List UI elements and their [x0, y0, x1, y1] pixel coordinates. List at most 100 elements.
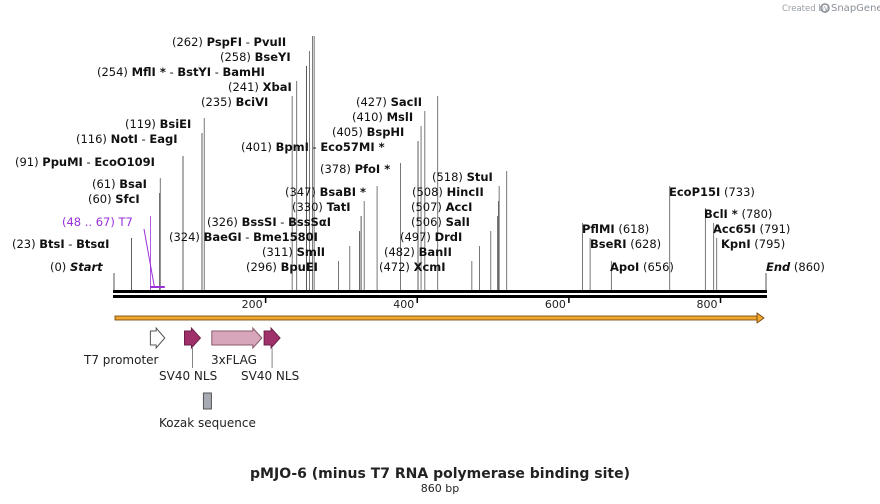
- label-bsssi-part: BssSαI: [288, 215, 331, 229]
- label-mfli: (254) MflI * - BstYI - BamHI: [97, 65, 265, 79]
- label-ppumi-part: (91): [15, 155, 42, 169]
- label-noti-part: -: [138, 132, 149, 146]
- label-bcivi: (235) BciVI: [201, 95, 268, 109]
- label-banii-part: BanII: [419, 245, 452, 259]
- label-pflmi-part: (618): [615, 222, 650, 236]
- label-tati-part: (330): [292, 200, 327, 214]
- label-acci-part: AccI: [446, 200, 473, 214]
- label-banii: (482) BanII: [384, 245, 452, 259]
- label-bseyi: (258) BseYI: [220, 50, 291, 64]
- label-xcmi-part: XcmI: [414, 260, 446, 274]
- label-bpuei-part: (296): [246, 260, 281, 274]
- label-bcivi-part: BciVI: [236, 95, 269, 109]
- label-pfoi-part: PfoI *: [355, 162, 391, 176]
- label-mfli-part: -: [166, 65, 177, 79]
- feature-3xflag-label: 3xFLAG: [211, 353, 257, 367]
- label-start-part: Start: [70, 260, 103, 274]
- enzyme-labels: (262) PspFI - PvuII(258) BseYI(254) MflI…: [12, 35, 825, 274]
- label-baegi: (324) BaeGI - Bme1580I: [169, 230, 318, 244]
- label-bpuei-part: BpuEI: [281, 260, 318, 274]
- label-pflmi-part: PflMI: [582, 222, 615, 236]
- label-mfli-part: -: [211, 65, 222, 79]
- label-bsssi-part: BssSI: [242, 215, 277, 229]
- label-baegi-part: Bme1580I: [253, 230, 318, 244]
- label-bseyi-part: (258): [220, 50, 255, 64]
- label-baegi-part: BaeGI: [204, 230, 242, 244]
- label-bseri-part: BseRI: [590, 237, 627, 251]
- label-bpmi-part: Eco57MI *: [320, 140, 384, 154]
- label-drdi-part: DrdI: [435, 230, 463, 244]
- label-pspfi-part: (262): [172, 35, 207, 49]
- label-bsabi-part: BsaBI *: [320, 185, 366, 199]
- label-btsi-part: (23): [12, 237, 39, 251]
- label-mfli-part: BstYI: [177, 65, 211, 79]
- snapgene-logo-icon: [820, 3, 830, 13]
- primer-mark: [150, 286, 165, 288]
- label-acci: (507) AccI: [411, 200, 472, 214]
- label-mfli-part: MflI *: [132, 65, 166, 79]
- label-ecop15i-part: (733): [720, 185, 755, 199]
- label-noti-part: (116): [76, 132, 111, 146]
- label-t7primer: (48 .. 67) T7: [62, 215, 133, 229]
- label-kpni: KpnI (795): [721, 237, 785, 251]
- label-kpni-part: KpnI: [721, 237, 751, 251]
- label-ecop15i-part: EcoP15I: [669, 185, 720, 199]
- label-tati: (330) TatI: [292, 200, 351, 214]
- label-bcli-part: (780): [738, 207, 773, 221]
- label-end-part: (860): [790, 260, 825, 274]
- label-bsiei: (119) BsiEI: [125, 117, 191, 131]
- label-end: End (860): [766, 260, 825, 274]
- label-banii-part: (482): [384, 245, 419, 259]
- label-noti: (116) NotI - EagI: [76, 132, 178, 146]
- feature-sv40-nls-2-label: SV40 NLS: [241, 369, 299, 383]
- label-pspfi-part: PvuII: [254, 35, 287, 49]
- feature-sv40-nls-2-arrow: [263, 326, 281, 350]
- label-noti-part: EagI: [149, 132, 177, 146]
- label-bsphi-part: (405): [332, 125, 367, 139]
- label-acc65i: Acc65I (791): [713, 222, 790, 236]
- label-bseri-part: (628): [627, 237, 662, 251]
- label-xcmi-part: (472): [379, 260, 414, 274]
- label-smli-part: SmlI: [297, 245, 326, 259]
- label-apoi-part: (656): [639, 260, 674, 274]
- label-hincii-part: HincII: [447, 185, 484, 199]
- label-pfoi-part: (378): [320, 162, 355, 176]
- label-sfci: (60) SfcI: [88, 192, 140, 206]
- label-sacii-part: (427): [356, 95, 391, 109]
- backbone: [113, 290, 767, 298]
- feature-t7-promoter-label: T7 promoter: [83, 353, 159, 367]
- label-sfci-part: (60): [88, 192, 115, 206]
- feature-sv40-nls-1-arrow: [184, 326, 202, 350]
- map-title: pMJO-6 (minus T7 RNA polymerase binding …: [250, 466, 630, 482]
- label-bpmi-part: BpmI: [276, 140, 309, 154]
- label-smli-part: (311): [262, 245, 297, 259]
- label-end-part: End: [766, 260, 791, 274]
- label-bsiei-part: (119): [125, 117, 160, 131]
- label-stui-part: (518): [432, 170, 467, 184]
- label-mfli-part: (254): [97, 65, 132, 79]
- feature-t7-promoter-arrow: [149, 326, 166, 350]
- label-kpni-part: (795): [751, 237, 786, 251]
- map-subtitle: 860 bp: [421, 482, 459, 495]
- label-bseyi-part: BseYI: [255, 50, 291, 64]
- tick-label: 600: [545, 298, 566, 311]
- label-xbai-part: XbaI: [263, 80, 292, 94]
- label-bpmi-part: (401): [241, 140, 276, 154]
- label-pspfi-part: -: [242, 35, 253, 49]
- label-acc65i-part: Acc65I: [713, 222, 756, 236]
- label-apoi: ApoI (656): [610, 260, 674, 274]
- label-apoi-part: ApoI: [610, 260, 639, 274]
- label-bcli-part: BclI *: [704, 207, 738, 221]
- label-bsai-part: BsaI: [119, 177, 147, 191]
- label-bsai-part: (61): [92, 177, 119, 191]
- label-bpuei: (296) BpuEI: [246, 260, 318, 274]
- label-stui-part: StuI: [467, 170, 493, 184]
- label-bsphi-part: BspHI: [367, 125, 405, 139]
- label-hincii: (508) HincII: [412, 185, 484, 199]
- label-msli: (410) MslI: [352, 110, 413, 124]
- label-xbai-part: (241): [228, 80, 263, 94]
- label-sali-part: SalI: [446, 215, 470, 229]
- label-drdi-part: (497): [400, 230, 435, 244]
- feature-3xflag-arrow: [211, 326, 263, 350]
